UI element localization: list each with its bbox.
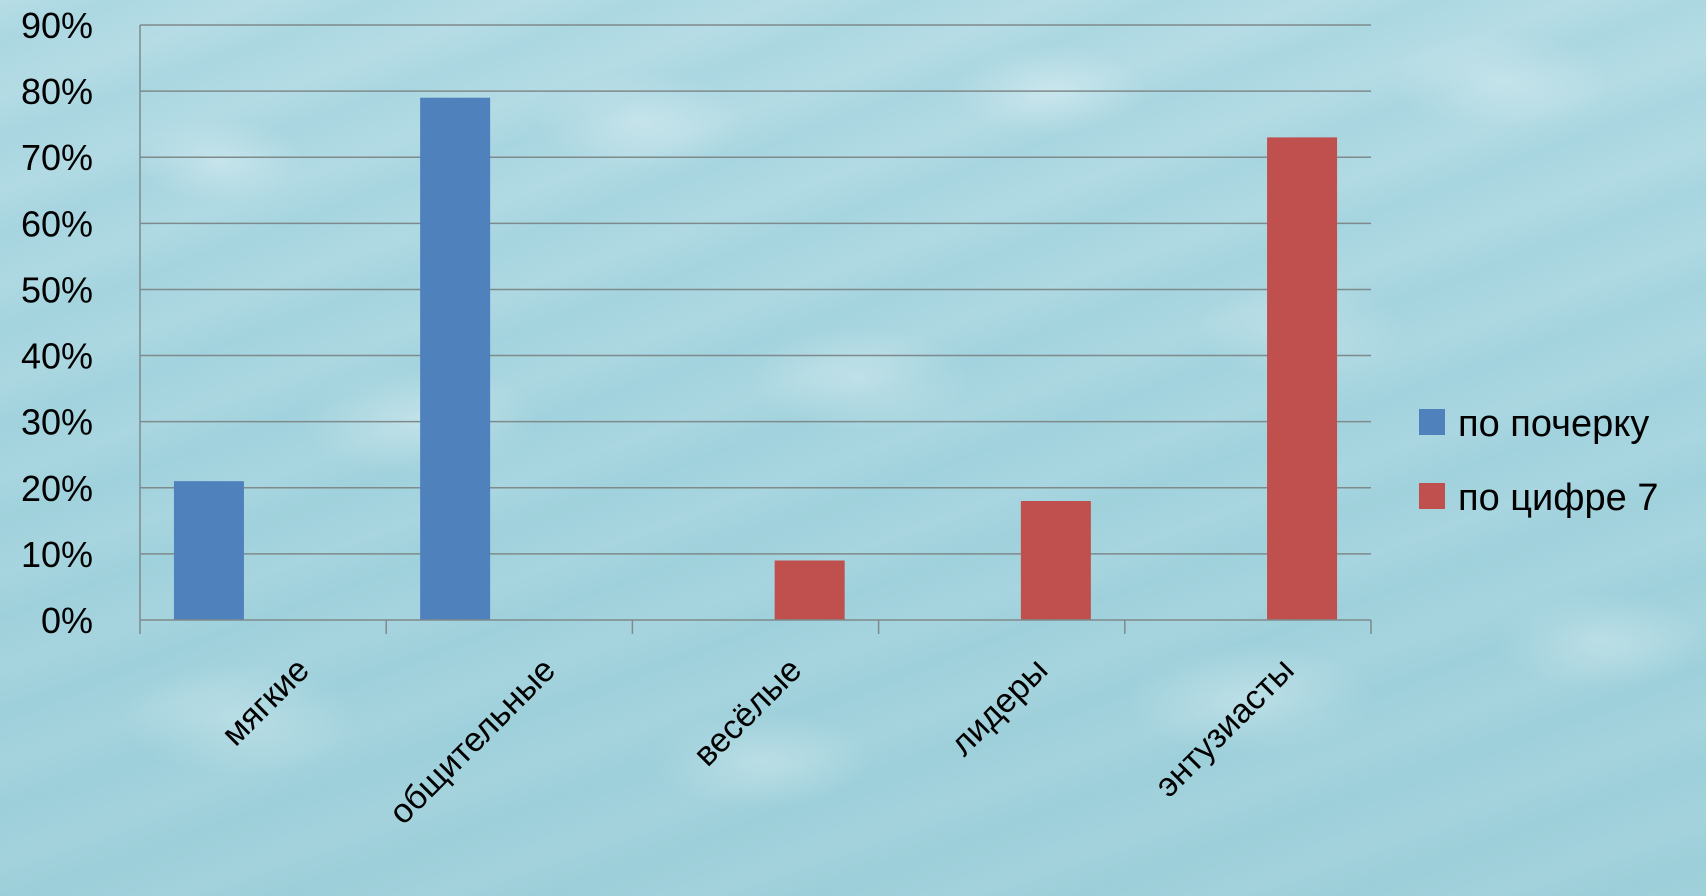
legend-swatch	[1419, 483, 1445, 509]
y-axis: 0% 10% 20% 30% 40% 50% 60% 70% 80% 90%	[21, 5, 141, 641]
bar-мягкие	[173, 481, 244, 620]
bar-общительные	[420, 97, 491, 620]
y-tick-label: 30%	[21, 402, 93, 443]
bars	[173, 97, 1338, 620]
x-tick-label: мягкие	[214, 651, 317, 754]
x-tick-label: лидеры	[943, 651, 1055, 763]
y-tick-label: 70%	[21, 137, 93, 178]
y-tick-label: 0%	[41, 600, 93, 641]
y-tick-label: 80%	[21, 71, 93, 112]
legend: по почерку по цифре 7	[1419, 403, 1658, 519]
x-tick-label: общительные	[382, 651, 563, 832]
legend-label: по цифре 7	[1458, 477, 1658, 519]
x-axis-labels: мягкие общительные весёлые лидеры энтузиасты	[214, 651, 1301, 832]
bar-лидеры	[1020, 501, 1091, 620]
legend-label: по почерку	[1458, 403, 1649, 445]
x-tick-label: весёлые	[686, 651, 809, 774]
x-tick-label: энтузиасты	[1148, 651, 1302, 805]
bar-энтузиасты	[1267, 137, 1338, 620]
y-tick-label: 50%	[21, 269, 93, 310]
y-tick-label: 40%	[21, 336, 93, 377]
y-tick-label: 60%	[21, 203, 93, 244]
y-tick-label: 20%	[21, 468, 93, 509]
bar-весёлые	[774, 560, 845, 620]
legend-swatch	[1419, 409, 1445, 435]
gridlines	[140, 24, 1371, 555]
y-tick-label: 10%	[21, 534, 93, 575]
y-tick-label: 90%	[21, 5, 93, 46]
x-axis	[139, 619, 1372, 634]
